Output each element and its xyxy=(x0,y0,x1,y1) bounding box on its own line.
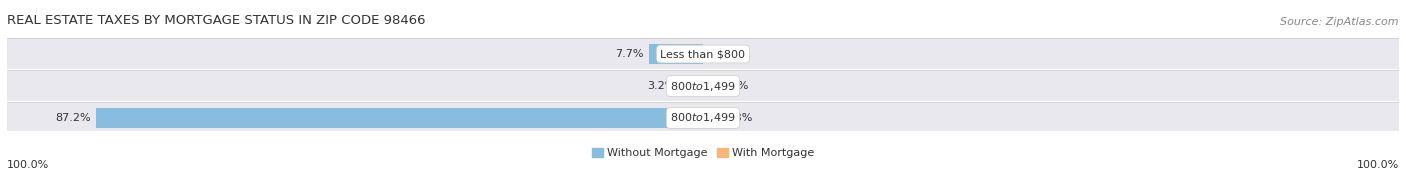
Bar xyxy=(650,44,703,64)
Bar xyxy=(7,103,1399,133)
Text: Source: ZipAtlas.com: Source: ZipAtlas.com xyxy=(1281,17,1399,27)
Bar xyxy=(96,108,703,128)
Text: Less than $800: Less than $800 xyxy=(661,49,745,59)
Bar xyxy=(681,76,703,96)
Text: 100.0%: 100.0% xyxy=(1357,161,1399,171)
Bar xyxy=(7,39,1399,69)
Bar xyxy=(7,71,1399,101)
Text: 2.3%: 2.3% xyxy=(724,113,754,123)
Text: 87.2%: 87.2% xyxy=(55,113,90,123)
Text: 3.2%: 3.2% xyxy=(647,81,675,91)
Text: 100.0%: 100.0% xyxy=(7,161,49,171)
Text: REAL ESTATE TAXES BY MORTGAGE STATUS IN ZIP CODE 98466: REAL ESTATE TAXES BY MORTGAGE STATUS IN … xyxy=(7,14,426,27)
Text: 7.7%: 7.7% xyxy=(616,49,644,59)
Text: 0.0%: 0.0% xyxy=(709,49,737,59)
Text: $800 to $1,499: $800 to $1,499 xyxy=(671,80,735,93)
Text: $800 to $1,499: $800 to $1,499 xyxy=(671,112,735,124)
Bar xyxy=(703,76,714,96)
Text: 1.7%: 1.7% xyxy=(720,81,749,91)
Legend: Without Mortgage, With Mortgage: Without Mortgage, With Mortgage xyxy=(588,144,818,163)
Bar xyxy=(703,108,718,128)
